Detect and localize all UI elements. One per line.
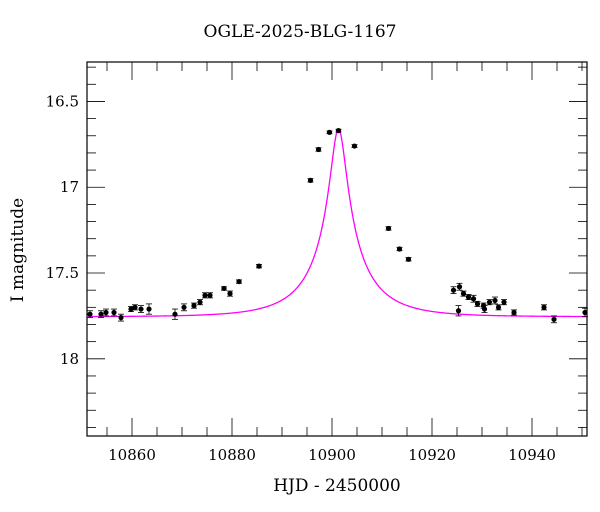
data-point bbox=[138, 306, 144, 312]
y-tick-label: 17.5 bbox=[46, 264, 79, 282]
data-point bbox=[511, 309, 517, 316]
data-point bbox=[551, 316, 557, 322]
y-tick-label: 16.5 bbox=[46, 92, 79, 110]
data-point bbox=[256, 263, 262, 269]
data-point bbox=[582, 309, 588, 316]
data-point bbox=[128, 306, 134, 312]
data-point bbox=[132, 304, 138, 310]
data-point bbox=[456, 284, 463, 290]
data-point bbox=[87, 311, 93, 317]
data-point bbox=[351, 143, 358, 149]
data-point bbox=[474, 301, 481, 307]
data-point bbox=[405, 256, 412, 262]
plot-frame bbox=[86, 61, 588, 437]
data-point bbox=[111, 309, 117, 316]
data-point bbox=[396, 246, 403, 252]
y-tick-label: 17 bbox=[60, 178, 79, 196]
chart-title: OGLE-2025-BLG-1167 bbox=[203, 22, 397, 42]
data-point bbox=[118, 315, 124, 321]
data-point bbox=[450, 287, 457, 293]
x-tick-label: 10920 bbox=[408, 446, 456, 464]
data-point bbox=[227, 291, 233, 297]
x-tick-label: 10900 bbox=[308, 446, 356, 464]
data-point bbox=[541, 304, 547, 310]
data-point bbox=[191, 303, 197, 309]
x-tick-label: 10860 bbox=[108, 446, 156, 464]
x-tick-label: 10880 bbox=[208, 446, 256, 464]
data-point bbox=[307, 177, 314, 183]
data-point bbox=[495, 304, 502, 310]
data-point bbox=[146, 306, 152, 312]
data-point bbox=[315, 146, 322, 153]
data-point bbox=[103, 309, 109, 316]
data-point bbox=[465, 294, 472, 300]
data-point bbox=[221, 285, 227, 292]
x-axis-label: HJD - 2450000 bbox=[273, 476, 401, 496]
x-tick-label: 10940 bbox=[508, 446, 556, 464]
data-point bbox=[481, 306, 488, 312]
model-curve bbox=[87, 128, 587, 318]
data-point bbox=[486, 299, 493, 305]
data-point bbox=[326, 129, 333, 135]
data-point bbox=[172, 311, 178, 317]
data-point bbox=[181, 304, 187, 310]
data-point bbox=[470, 296, 477, 302]
data-point bbox=[455, 308, 462, 314]
y-tick-label: 18 bbox=[60, 350, 79, 368]
data-point bbox=[197, 299, 203, 305]
data-point bbox=[501, 299, 507, 305]
data-point bbox=[207, 292, 213, 298]
data-point bbox=[385, 225, 392, 232]
data-point bbox=[98, 311, 104, 317]
data-point bbox=[460, 291, 467, 297]
data-point bbox=[202, 292, 208, 298]
data-point bbox=[335, 128, 342, 134]
data-point bbox=[492, 297, 498, 304]
data-point bbox=[236, 278, 242, 285]
